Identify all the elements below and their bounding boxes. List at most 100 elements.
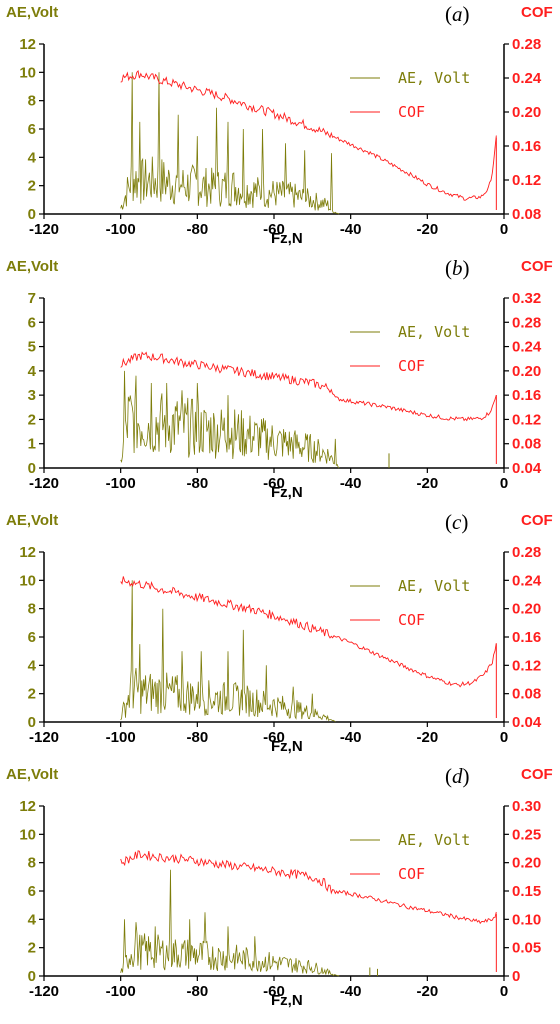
legend-ae-label: AE, Volt [398, 577, 470, 595]
y-tick-label-right: 0.20 [512, 104, 541, 121]
x-tick-label: -80 [186, 221, 208, 238]
x-tick-label: -60 [263, 729, 285, 746]
x-tick-label: -40 [340, 475, 362, 492]
y-tick-label-right: 0.30 [512, 798, 541, 815]
y-tick-label-right: 0.16 [512, 629, 541, 646]
series-cof-line [120, 70, 497, 201]
x-tick-label: -40 [340, 983, 362, 1000]
y-axis-label-left: AE,Volt [6, 766, 59, 783]
panel-tag: (c) [445, 510, 469, 534]
x-tick-label: -40 [340, 221, 362, 238]
y-tick-label-left: 10 [19, 826, 36, 843]
x-tick-label: -20 [416, 475, 438, 492]
y-tick-label-right: 0.25 [512, 826, 541, 843]
y-tick-label-left: 7 [28, 290, 36, 307]
y-tick-label-right: 0.15 [512, 883, 541, 900]
y-tick-label-left: 2 [28, 686, 36, 703]
series-ae-line [120, 370, 340, 469]
y-tick-label-left: 12 [19, 36, 36, 53]
panel-tag-letter: b [452, 256, 463, 280]
y-tick-label-left: 8 [28, 93, 36, 110]
y-axis-label-right: COF [521, 258, 553, 275]
x-tick-label: -60 [263, 983, 285, 1000]
y-tick-label-left: 2 [28, 940, 36, 957]
y-axis-label-right: COF [521, 4, 553, 21]
legend-cof-label: COF [398, 103, 425, 121]
y-tick-label-left: 6 [28, 314, 36, 331]
y-tick-label-left: 0 [28, 968, 36, 985]
x-tick-label: 0 [500, 729, 508, 746]
y-tick-label-right: 0.20 [512, 855, 541, 872]
y-tick-label-right: 0.08 [512, 436, 541, 453]
y-tick-label-left: 12 [19, 544, 36, 561]
chart-panel-c: -120 -100 -80 -60 -40 -20 0 0 2 4 6 8 10 12 0.04 0.08 0.… [0, 510, 560, 770]
x-tick-label: -120 [29, 221, 59, 238]
x-tick-label: -20 [416, 221, 438, 238]
chart-panel-b: -120 -100 -80 -60 -40 -20 0 0 1 2 3 4 5 6 7 0.04 0.08 0.1… [0, 256, 560, 516]
series-ae-line [120, 580, 336, 723]
series-cof-line [120, 850, 497, 925]
legend-cof-label: COF [398, 865, 425, 883]
y-tick-label-right: 0.05 [512, 940, 541, 957]
y-tick-label-left: 6 [28, 629, 36, 646]
x-tick-label: -120 [29, 983, 59, 1000]
y-tick-label-left: 6 [28, 883, 36, 900]
y-tick-label-right: 0.08 [512, 686, 541, 703]
chart-svg: -120 -100 -80 -60 -40 -20 002468101200.050.100… [19, 798, 541, 1000]
x-tick-label: -20 [416, 983, 438, 1000]
y-tick-label-left: 5 [28, 339, 36, 356]
chart-svg: -120 -100 -80 -60 -40 -20 0 0 2 4 6 8 10 12 0.08 0.12 0.… [19, 36, 542, 238]
y-tick-label-right: 0.12 [512, 411, 541, 428]
x-axis-label: Fz,N [271, 992, 303, 1009]
y-tick-label-left: 8 [28, 601, 36, 618]
y-tick-label-left: 6 [28, 121, 36, 138]
series-ae-line [120, 72, 340, 215]
y-axis-label-left: AE,Volt [6, 4, 59, 21]
y-tick-label-right: 0.24 [512, 70, 542, 87]
y-tick-label-right: 0.12 [512, 657, 541, 674]
panel-tag: (b) [445, 256, 470, 280]
y-tick-label-left: 0 [28, 714, 36, 731]
y-tick-label-left: 4 [28, 363, 37, 380]
x-tick-label: -100 [106, 729, 136, 746]
y-tick-label-left: 1 [28, 436, 36, 453]
y-tick-label-left: 10 [19, 64, 36, 81]
y-tick-label-left: 4 [28, 911, 37, 928]
y-tick-label-left: 0 [28, 460, 36, 477]
y-tick-label-left: 4 [28, 657, 37, 674]
x-tick-label: -100 [106, 983, 136, 1000]
x-tick-label: 0 [500, 983, 508, 1000]
x-tick-label: -60 [263, 475, 285, 492]
y-tick-label-left: 2 [28, 178, 36, 195]
legend-ae-label: AE, Volt [398, 831, 470, 849]
panel-tag: (a) [445, 2, 470, 26]
chart-svg: -120 -100 -80 -60 -40 -20 0 0 2 4 6 8 10 12 0.04 0.08 0.… [19, 544, 542, 746]
x-tick-label: -120 [29, 729, 59, 746]
y-axis-label-left: AE,Volt [6, 258, 59, 275]
x-tick-label: -60 [263, 221, 285, 238]
legend-ae-label: AE, Volt [398, 69, 470, 87]
x-tick-label: 0 [500, 475, 508, 492]
y-tick-label-left: 2 [28, 411, 36, 428]
y-tick-label-right: 0.20 [512, 363, 541, 380]
legend-cof-label: COF [398, 611, 425, 629]
y-tick-label-right: 0 [512, 968, 520, 985]
y-axis-label-right: COF [521, 512, 553, 529]
x-tick-label: -20 [416, 729, 438, 746]
x-axis-label: Fz,N [271, 230, 303, 247]
y-tick-label-right: 0.32 [512, 290, 541, 307]
y-tick-label-right: 0.28 [512, 314, 541, 331]
panel-tag: (d) [445, 764, 470, 788]
x-tick-label: -100 [106, 221, 136, 238]
x-tick-label: -100 [106, 475, 136, 492]
series-cof-line [120, 576, 497, 688]
legend-ae-label: AE, Volt [398, 323, 470, 341]
y-tick-label-left: 4 [28, 149, 37, 166]
series-ae-line [120, 869, 340, 977]
chart-panel-d: -120 -100 -80 -60 -40 -20 0 0 2 4 6 8 10 12 0 0.05 0.10 0… [0, 764, 560, 1024]
panel-tag-letter: a [452, 2, 463, 26]
y-tick-label-right: 0.20 [512, 601, 541, 618]
y-tick-label-right: 0.04 [512, 460, 542, 477]
y-tick-label-right: 0.24 [512, 339, 542, 356]
y-tick-label-right: 0.16 [512, 387, 541, 404]
